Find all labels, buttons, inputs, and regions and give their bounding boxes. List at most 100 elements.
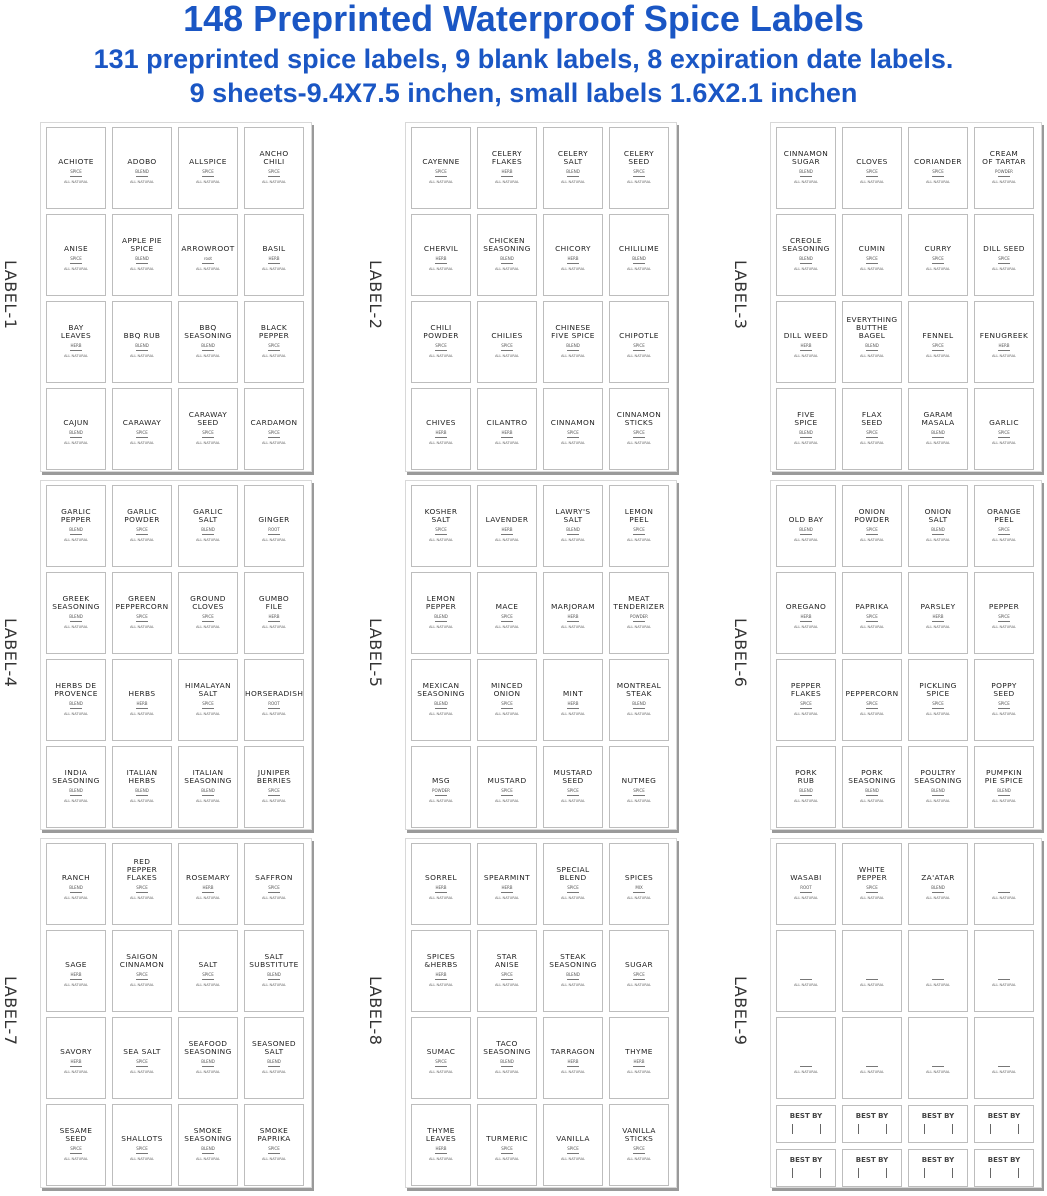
date-bar [886,1168,887,1178]
spice-label: MARJORAM HERB ALL NATURAL [543,572,603,654]
all-natural-text: ALL NATURAL [626,354,652,358]
spice-label: ARROWROOT root ALL NATURAL [178,214,238,296]
divider [136,1066,148,1067]
divider [998,979,1010,980]
spice-name: WASABI [790,873,822,882]
divider [800,979,812,980]
spice-type: SPICE [998,614,1010,619]
all-natural-text: ALL NATURAL [129,625,155,629]
divider [932,350,944,351]
spice-name: FENNEL [922,331,954,340]
spice-label: JUNIPER BERRIES SPICE ALL NATURAL [244,746,304,828]
all-natural-text: ALL NATURAL [63,180,89,184]
best-by-label: BEST BY [776,1149,836,1187]
spice-type: BLEND [135,788,149,793]
blank-label: ALL NATURAL [908,930,968,1012]
spice-type: SPICE [501,788,513,793]
spice-type: HERB [567,701,579,706]
spice-type: HERB [70,1059,82,1064]
spice-label: CUMIN SPICE ALL NATURAL [842,214,902,296]
divider [136,263,148,264]
spice-label: MUSTARD SPICE ALL NATURAL [477,746,537,828]
divider [567,1066,579,1067]
spice-label: STAR ANISE SPICE ALL NATURAL [477,930,537,1012]
spice-label: ROSEMARY HERB ALL NATURAL [178,843,238,925]
all-natural-text: ALL NATURAL [261,354,287,358]
spice-name: ARROWROOT [181,244,235,253]
spice-type: root [203,256,213,261]
all-natural-text: ALL NATURAL [925,712,951,716]
spice-type: SPICE [268,788,280,793]
spice-label: VANILLA STICKS SPICE ALL NATURAL [609,1104,669,1186]
spice-name: GINGER [258,515,290,524]
spice-type: POWDER [630,614,648,619]
label-sheet: RANCH BLEND ALL NATURAL RED PEPPER FLAKES SP… [40,838,312,1188]
all-natural-text: ALL NATURAL [428,441,454,445]
blank-label: ALL NATURAL [776,930,836,1012]
spice-label: FIVE SPICE BLEND ALL NATURAL [776,388,836,470]
spice-label: VANILLA SPICE ALL NATURAL [543,1104,603,1186]
spice-label: CHIPOTLE SPICE ALL NATURAL [609,301,669,383]
all-natural-text: ALL NATURAL [195,712,221,716]
all-natural-text: ALL NATURAL [793,896,819,900]
divider [866,350,878,351]
spice-name: LEMON PEPPER [425,594,457,611]
spice-label: ONION POWDER SPICE ALL NATURAL [842,485,902,567]
spice-name: MONTREAL STEAK [616,681,662,698]
all-natural-text: ALL NATURAL [129,1157,155,1161]
all-natural-text: ALL NATURAL [195,983,221,987]
spice-label: GARLIC PEPPER BLEND ALL NATURAL [46,485,106,567]
divider [70,1066,82,1067]
spice-label: PAPRIKA SPICE ALL NATURAL [842,572,902,654]
spice-label: LEMON PEPPER BLEND ALL NATURAL [411,572,471,654]
blank-label: ALL NATURAL [974,843,1034,925]
subtitle: 131 preprinted spice labels, 9 blank lab… [93,44,954,74]
spice-label: GUMBO FILE HERB ALL NATURAL [244,572,304,654]
spice-type: SPICE [435,1059,447,1064]
spice-label: CELERY FLAKES HERB ALL NATURAL [477,127,537,209]
all-natural-text: ALL NATURAL [991,896,1017,900]
spice-name: BAY LEAVES [60,323,92,340]
divider [932,534,944,535]
spice-type: BLEND [69,614,83,619]
spice-name: ONION SALT [924,507,952,524]
blank-label: ALL NATURAL [842,1017,902,1099]
divider [435,176,447,177]
spice-name: GARLIC [989,418,1019,427]
spice-name: HERBS [128,689,156,698]
divider [501,708,513,709]
divider [998,263,1010,264]
spice-name: BASIL [262,244,286,253]
date-bar [792,1124,793,1134]
spice-name: PEPPER FLAKES [790,681,822,698]
all-natural-text: ALL NATURAL [560,983,586,987]
spice-label: PORK SEASONING BLEND ALL NATURAL [842,746,902,828]
spice-label: CREAM OF TARTAR POWDER ALL NATURAL [974,127,1034,209]
spice-label: CORIANDER SPICE ALL NATURAL [908,127,968,209]
all-natural-text: ALL NATURAL [428,267,454,271]
spice-name: GARLIC SALT [193,507,223,524]
all-natural-text: ALL NATURAL [195,896,221,900]
divider [501,437,513,438]
best-by-text: BEST BY [855,1156,889,1164]
spice-type: SPICE [268,343,280,348]
all-natural-text: ALL NATURAL [793,799,819,803]
label-sheet: CINNAMON SUGAR BLEND ALL NATURAL CLOVES SPIC… [770,122,1042,472]
best-by-text: BEST BY [921,1112,955,1120]
divider [800,437,812,438]
all-natural-text: ALL NATURAL [494,267,520,271]
all-natural-text: ALL NATURAL [428,1157,454,1161]
all-natural-text: ALL NATURAL [626,625,652,629]
best-by-label: BEST BY [908,1105,968,1143]
spice-type: SPICE [70,1146,82,1151]
spice-label: CHIVES HERB ALL NATURAL [411,388,471,470]
spice-type: HERB [800,614,812,619]
spice-name: ANISE [63,244,89,253]
spice-type: BLEND [201,1059,215,1064]
spice-label: CARDAMON SPICE ALL NATURAL [244,388,304,470]
divider [800,350,812,351]
spice-type: SPICE [866,430,878,435]
divider [567,263,579,264]
date-bar [858,1124,859,1134]
divider [435,534,447,535]
